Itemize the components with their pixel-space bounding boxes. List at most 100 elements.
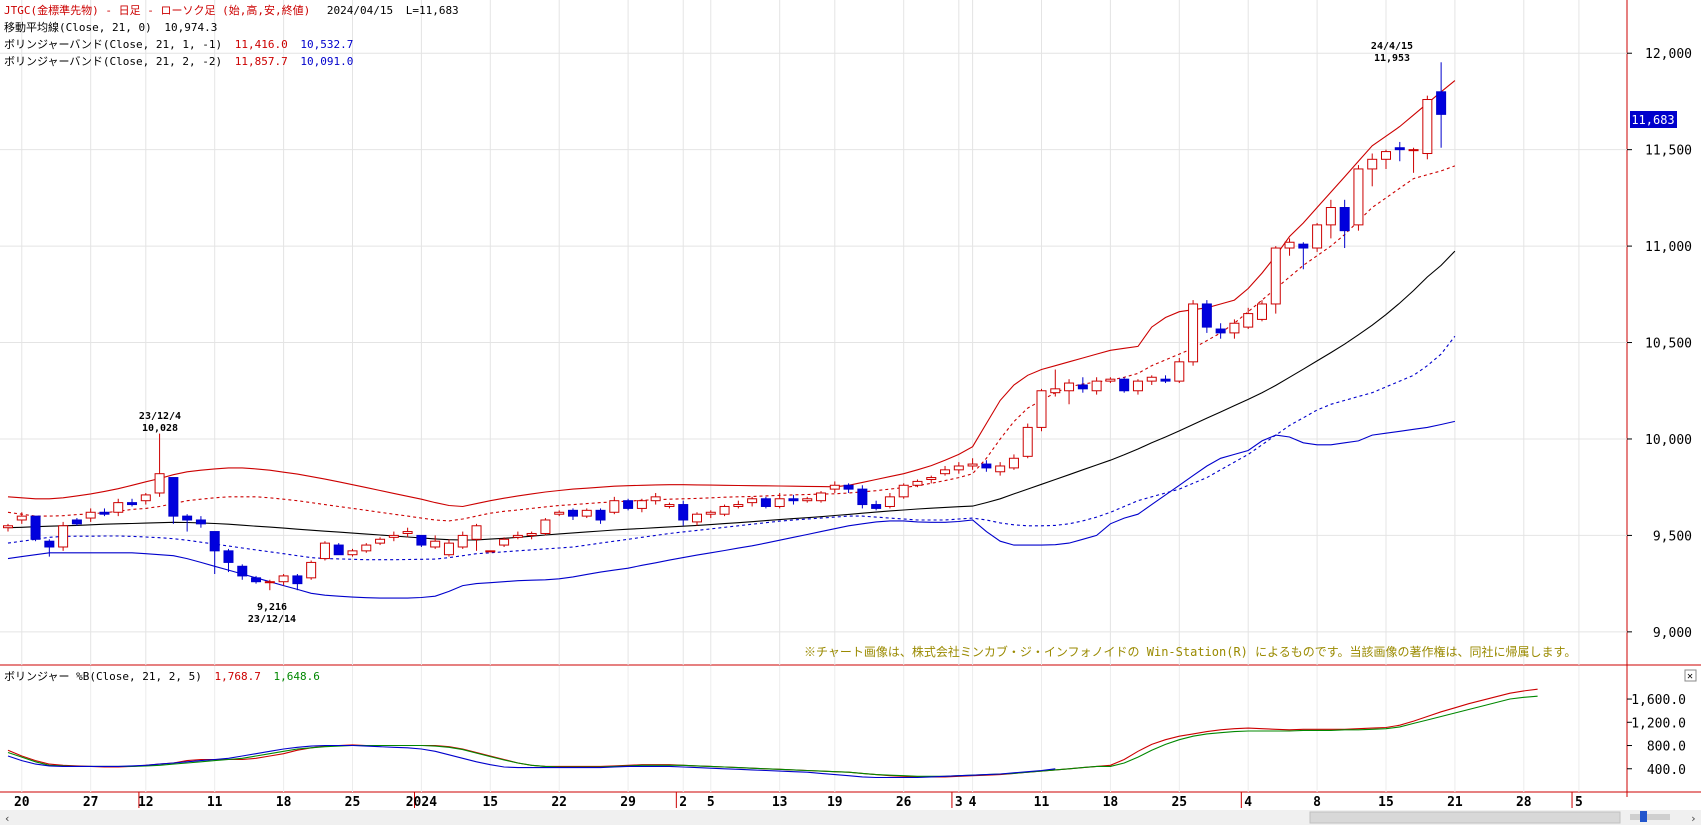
x-tick-label: 11 [1034,795,1050,810]
candle-body [499,538,510,546]
candle-body [209,531,220,552]
percent-b-line [7,744,1056,779]
candle-body [967,463,978,467]
candle-body [1050,388,1061,394]
x-tick-label: 15 [1378,795,1394,810]
annotation-high-value: 11,953 [1374,53,1410,64]
candle-body [223,550,234,563]
legend-sma-value: 10,974.3 [164,21,217,34]
candle-body [99,511,110,515]
candle-body [898,484,909,498]
x-tick-label: 29 [620,795,636,810]
legend-sma: 移動平均線(Close, 21, 0) 10,974.3 [4,20,217,34]
y-tick-label-sub: 400.0 [1647,763,1686,778]
legend-pctb-label: ボリンジャー %B(Close, 21, 2, 5) [4,670,202,683]
candle-body [347,550,358,556]
candle-body [1353,168,1364,226]
candle-body [1022,426,1033,457]
close-pane-button[interactable]: ✕ [1684,669,1697,682]
chart-title: JTGC(金標準先物) - 日足 - ローソク足 (始,高,安,終値) [4,3,310,17]
candle-body [774,498,785,507]
x-tick-label: 21 [1447,795,1463,810]
grid-lines [0,0,1627,792]
candle-body [430,540,441,548]
candle-body [816,492,827,502]
x-tick-label: 3 [955,795,963,810]
x-tick-label: 22 [551,795,567,810]
candle-body [802,498,813,502]
candle-body [609,500,620,513]
candle-body [953,465,964,471]
candle-body [678,504,689,521]
candle-body [1036,390,1047,428]
candle-body [30,515,41,540]
legend-pctb-red: 1,768.7 [215,670,261,683]
annotation-peak-date: 23/12/4 [139,411,181,422]
x-tick-label: 20 [14,795,30,810]
candle-body [168,477,179,517]
chart-date: 2024/04/15 [327,4,393,17]
candle-body [127,502,138,506]
candle-body [251,577,262,583]
candle-body [1436,91,1447,115]
copyright-notice: ※チャート画像は、株式会社ミンカブ・ジ・インフォノイドの Win-Station… [804,644,1576,659]
candle-body [375,538,386,544]
candle-body [884,496,895,507]
zoom-handle[interactable] [1640,811,1647,822]
current-price-tag [1630,111,1677,128]
candle-body [1174,361,1185,382]
candle-body [760,498,771,507]
month-separators [138,792,1573,808]
close-icon: ✕ [1687,671,1693,682]
legend-bb2-lower: 10,091.0 [300,55,353,68]
zoom-slider[interactable] [1630,814,1670,820]
y-axis: 9,000 9,500 10,000 10,500 11,000 11,500 12,000… [1627,47,1692,778]
annotation-peak-value: 10,028 [142,423,178,434]
candle-body [1188,303,1199,363]
candle-body [747,498,758,504]
candle-body [443,542,454,556]
annotation-high-date: 24/4/15 [1371,41,1413,52]
x-tick-label: 5 [707,795,715,810]
candle-body [1339,207,1350,232]
lower-band-2 [7,420,1456,599]
candle-body [264,581,275,584]
candle-body [995,465,1006,473]
percent-b-line [7,688,1538,778]
candle-body [1215,328,1226,334]
horizontal-scrollbar[interactable]: ‹ › [0,810,1701,825]
candle-body [843,484,854,490]
scroll-right-icon[interactable]: › [1690,812,1697,825]
candle-body [154,473,165,494]
x-tick-label: 4 [1244,795,1252,810]
candle-body [540,519,551,534]
candle-body [912,480,923,486]
candle-body [567,509,578,517]
chart-last: L=11,683 [406,4,459,17]
candle-body [526,532,537,536]
sma-21-line [7,250,1456,541]
bollinger-bands [7,80,1456,599]
candle-body [926,477,937,480]
scrollbar-thumb[interactable] [1309,811,1621,824]
candlesticks [3,62,1447,591]
candle-body [44,540,55,548]
candle-body [1325,207,1336,226]
candle-body [1229,322,1240,334]
candle-body [1008,457,1019,469]
candle-body [140,494,151,502]
legend-bb1-upper: 11,416.0 [235,38,288,51]
candle-body [58,525,69,548]
candle-body [733,504,744,507]
candle-body [719,505,730,515]
candle-body [1160,378,1171,382]
candle-body [857,488,868,506]
current-price-label: 11,683 [1631,113,1674,127]
legend-bb2-label: ボリンジャーバンド(Close, 21, 2, -2) [4,55,222,68]
scroll-left-icon[interactable]: ‹ [4,812,11,825]
y-tick-label: 12,000 [1645,47,1692,62]
candle-body [278,575,289,583]
candle-body [85,511,96,519]
chart-header: JTGC(金標準先物) - 日足 - ローソク足 (始,高,安,終値) 2024… [4,3,459,17]
